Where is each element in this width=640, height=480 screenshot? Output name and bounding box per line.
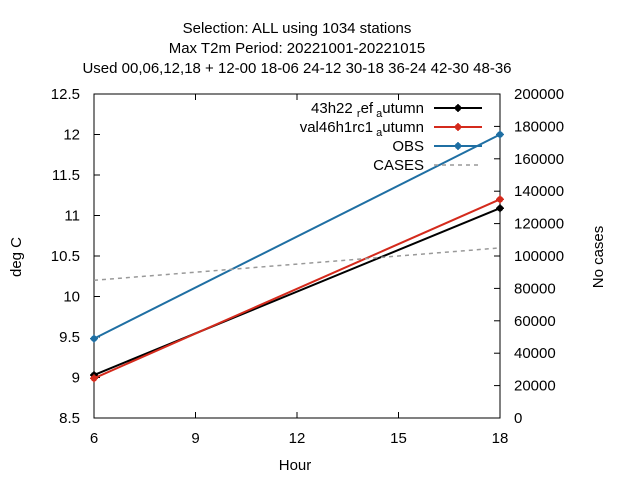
- title-line: Max T2m Period: 20221001-20221015: [169, 40, 426, 57]
- y-tick-label: 12: [63, 127, 80, 144]
- x-tick-label: 9: [191, 430, 199, 447]
- series-line: [93, 133, 501, 340]
- series-layer: [90, 130, 504, 383]
- y-tick-label: 10: [63, 289, 80, 306]
- x-tick-label: 15: [390, 430, 407, 447]
- x-axis-label: Hour: [279, 457, 312, 474]
- plot-border: [93, 93, 501, 419]
- series-line: [93, 247, 501, 282]
- y2-tick-label: 180000: [514, 118, 564, 135]
- y2-tick-label: 60000: [514, 313, 556, 330]
- x-axis: 6 9 12 15 18: [90, 94, 509, 447]
- y2-tick-label: 160000: [514, 151, 564, 168]
- x-tick-label: 12: [289, 430, 306, 447]
- y-tick-label: 9.5: [59, 329, 80, 346]
- legend-item: 43h22 ref autumn: [311, 100, 482, 120]
- y2-axis-label: No cases: [590, 226, 607, 289]
- legend-item: OBS: [392, 138, 482, 155]
- x-tick-label: 18: [492, 430, 509, 447]
- y2-tick-label: 0: [514, 410, 522, 427]
- legend-label: OBS: [392, 138, 424, 155]
- y-axis-right: 0 20000 40000 60000 80000 100000 120000 140000 1…: [494, 86, 564, 427]
- y2-tick-label: 80000: [514, 280, 556, 297]
- y2-tick-label: 40000: [514, 345, 556, 362]
- y2-tick-label: 100000: [514, 248, 564, 265]
- y-tick-label: 10.5: [51, 248, 80, 265]
- y2-tick-label: 140000: [514, 183, 564, 200]
- y-axis-label: deg C: [8, 237, 25, 277]
- y2-tick-label: 120000: [514, 216, 564, 233]
- y-tick-label: 11: [64, 208, 80, 225]
- legend-item: val46h1rc1 autumn: [300, 119, 482, 139]
- y-tick-label: 8.5: [59, 410, 80, 427]
- y-tick-label: 9: [72, 370, 80, 387]
- plot-area: [93, 93, 501, 419]
- y2-tick-label: 20000: [514, 378, 556, 395]
- series-obs: [90, 130, 504, 343]
- title-line: Used 00,06,12,18 + 12-00 18-06 24-12 30-…: [82, 60, 511, 77]
- series-line: [93, 198, 501, 380]
- legend-label: val46h1rc1 autumn: [300, 119, 424, 139]
- y-tick-label: 12.5: [51, 86, 80, 103]
- title-line: Selection: ALL using 1034 stations: [183, 20, 412, 37]
- series-cases: [93, 247, 501, 282]
- series-val46h1rc1-autumn: [90, 195, 504, 383]
- x-tick-label: 6: [90, 430, 98, 447]
- legend-label: CASES: [373, 157, 424, 174]
- y2-tick-label: 200000: [514, 86, 564, 103]
- y-tick-label: 11.5: [52, 167, 80, 184]
- y-axis-left: 8.5 9 9.5 10 10.5 11 11.5 12 12.5: [51, 86, 100, 427]
- series-line: [93, 207, 501, 376]
- chart-title: Selection: ALL using 1034 stations Max T2…: [82, 20, 511, 77]
- legend-label: 43h22 ref autumn: [311, 100, 424, 120]
- legend-item: CASES: [373, 157, 482, 174]
